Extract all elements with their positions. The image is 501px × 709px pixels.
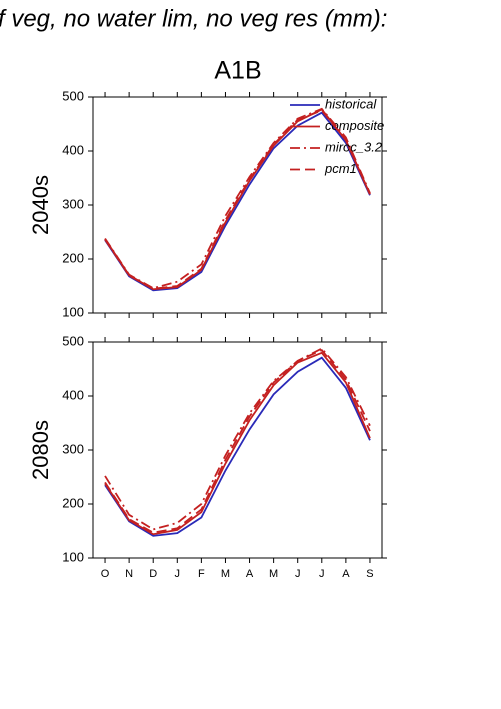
series-line bbox=[104, 356, 371, 537]
y-tick-label: 300 bbox=[62, 441, 84, 456]
x-tick-label: D bbox=[149, 568, 157, 580]
legend-label: pcm1 bbox=[324, 161, 357, 176]
y-tick-label: 100 bbox=[62, 549, 84, 564]
legend-label: miroc_3.2 bbox=[325, 139, 383, 154]
chart-subtitle: A1B bbox=[214, 57, 261, 85]
y-tick-label: 400 bbox=[62, 387, 84, 402]
y-axis-label: 2080s bbox=[28, 420, 53, 480]
x-tick-label: N bbox=[125, 568, 133, 580]
x-tick-label: A bbox=[246, 568, 254, 580]
x-tick-label: M bbox=[221, 568, 230, 580]
y-tick-label: 200 bbox=[62, 495, 84, 510]
x-tick-label: J bbox=[175, 568, 181, 580]
x-tick-label: M bbox=[269, 568, 278, 580]
y-tick-label: 500 bbox=[62, 88, 84, 103]
legend-label: historical bbox=[325, 96, 377, 111]
y-tick-label: 300 bbox=[62, 196, 84, 211]
chart-title: f veg, no water lim, no veg res (mm): bbox=[0, 5, 387, 32]
x-tick-label: A bbox=[342, 568, 350, 580]
x-tick-label: F bbox=[198, 568, 205, 580]
y-tick-label: 500 bbox=[62, 333, 84, 348]
x-tick-label: S bbox=[366, 568, 373, 580]
series-line bbox=[104, 351, 371, 536]
series-line bbox=[104, 109, 371, 290]
x-tick-label: O bbox=[101, 568, 110, 580]
series-line bbox=[104, 348, 371, 534]
series-line bbox=[104, 347, 371, 531]
y-tick-label: 400 bbox=[62, 142, 84, 157]
y-tick-label: 100 bbox=[62, 304, 84, 319]
y-tick-label: 200 bbox=[62, 250, 84, 265]
x-tick-label: J bbox=[319, 568, 325, 580]
y-axis-label: 2040s bbox=[28, 175, 53, 235]
x-tick-label: J bbox=[295, 568, 301, 580]
series-line bbox=[104, 111, 371, 292]
